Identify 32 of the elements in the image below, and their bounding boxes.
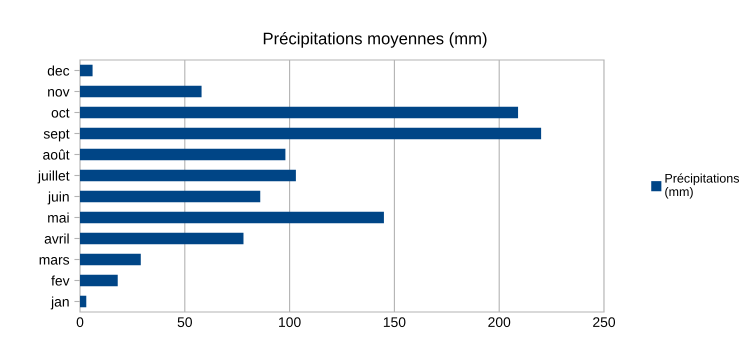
bar	[80, 274, 118, 286]
bar	[80, 232, 244, 244]
legend-label: Précipitations (mm)	[665, 173, 740, 199]
y-tick-label: jan	[50, 296, 69, 310]
y-tick-label: mai	[48, 212, 69, 223]
y-tick-label: nov	[48, 89, 70, 97]
chart-title: Précipitations moyennes (mm)	[264, 32, 487, 48]
x-tick-label: 200	[488, 317, 510, 328]
bar	[80, 128, 542, 140]
bar	[80, 190, 260, 202]
y-tick-label: mars	[40, 257, 70, 265]
x-tick-label: 100	[279, 317, 301, 328]
x-tick-label: 250	[593, 317, 616, 328]
y-tick-label: dec	[48, 65, 70, 76]
bar	[80, 86, 202, 98]
x-tick-label: 150	[384, 317, 406, 328]
y-tick-label: oct	[52, 108, 70, 118]
y-tick-label: août	[43, 149, 70, 160]
y-tick-label: juillet	[38, 170, 70, 184]
y-tick-label: juin	[48, 191, 69, 204]
bar	[80, 106, 518, 118]
x-tick-label: 0	[76, 317, 84, 328]
bar	[80, 296, 86, 308]
x-tick-label: 50	[178, 317, 192, 328]
y-tick-label: avril	[44, 233, 69, 244]
bar	[80, 212, 384, 224]
bar	[80, 64, 93, 76]
bar	[80, 254, 141, 266]
bar	[80, 148, 286, 160]
bar	[80, 170, 296, 182]
y-tick-label: fev	[51, 275, 70, 286]
y-tick-label: sept	[44, 130, 70, 142]
